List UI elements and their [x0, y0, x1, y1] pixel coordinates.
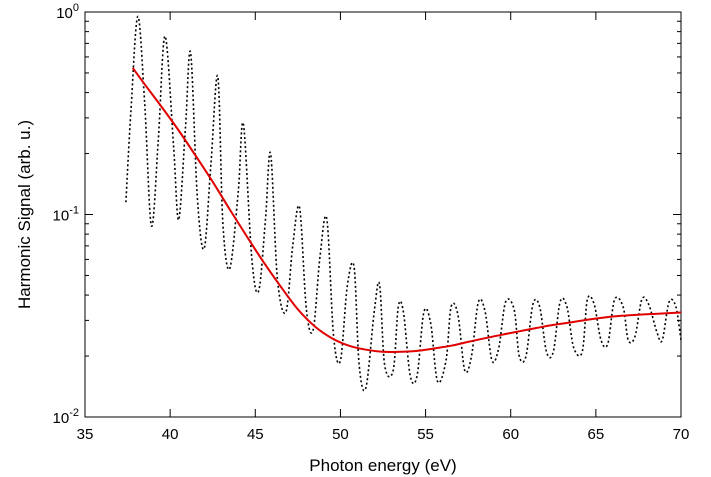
x-tick-label: 55: [417, 426, 434, 443]
series-dotted-line: [125, 15, 682, 392]
series-fit-line: [131, 67, 682, 353]
y-tick-label-base: 10: [53, 410, 70, 427]
y-tick-label-exponent: -1: [69, 205, 79, 217]
y-tick-label-exponent: 0: [73, 2, 79, 14]
x-tick-label: 60: [502, 426, 519, 443]
x-tick-label: 50: [332, 426, 349, 443]
y-axis-title: Harmonic Signal (arb. u.): [15, 120, 34, 309]
x-tick-label: 40: [162, 426, 179, 443]
y-tick-label-base: 10: [56, 5, 73, 22]
y-tick-label-base: 10: [53, 208, 70, 225]
y-tick-label: 10-2: [53, 407, 79, 427]
x-axis-title: Photon energy (eV): [309, 456, 456, 475]
axis-ticks: [84, 11, 682, 418]
y-tick-label: 100: [56, 2, 79, 22]
y-tick-label: 10-1: [53, 205, 79, 225]
x-tick-label: 45: [247, 426, 264, 443]
x-tick-label: 70: [673, 426, 690, 443]
x-tick-label: 35: [77, 426, 94, 443]
series-layer: [125, 15, 682, 392]
x-tick-label: 65: [588, 426, 605, 443]
y-tick-label-exponent: -2: [69, 407, 79, 419]
